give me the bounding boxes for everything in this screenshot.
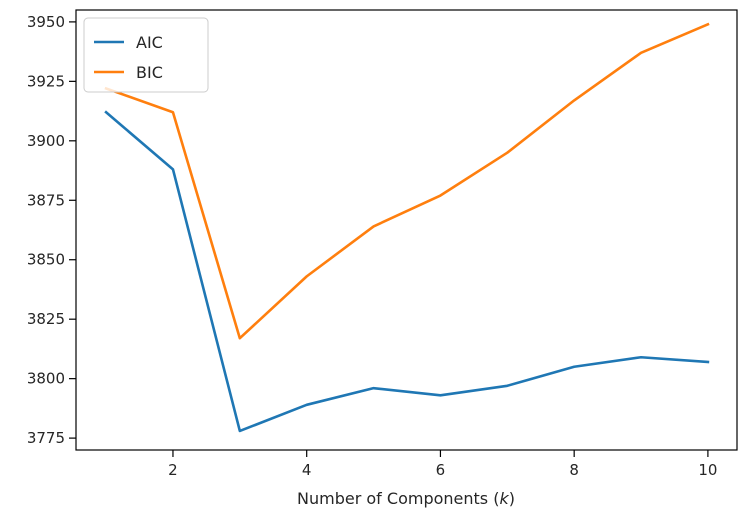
y-tick-label-3950: 3950 (27, 13, 65, 31)
axes-layer: 2 4 6 8 10 3775 3800 3825 3850 3875 3900 3925 3950 (27, 9, 738, 479)
legend-label-aic: AIC (136, 33, 163, 52)
series-line-bic (104, 22, 710, 340)
series-layer (104, 22, 710, 433)
y-tick-label-3925: 3925 (27, 72, 65, 90)
y-tick-label-3825: 3825 (27, 310, 65, 328)
y-tick-label-3775: 3775 (27, 429, 65, 447)
x-tick-label-10: 10 (698, 461, 717, 479)
legend: AIC BIC (83, 17, 209, 93)
legend-box (83, 17, 209, 93)
y-tick-label-3850: 3850 (27, 251, 65, 269)
x-tick-label-4: 4 (302, 461, 312, 479)
plot-frame (75, 9, 738, 451)
x-tick-label-6: 6 (436, 461, 446, 479)
series-line-aic (104, 110, 710, 433)
y-tick-label-3875: 3875 (27, 191, 65, 209)
x-tick-label-2: 2 (168, 461, 178, 479)
legend-label-bic: BIC (136, 63, 163, 82)
x-axis-label: Number of Components (k) (297, 489, 515, 508)
y-tick-label-3800: 3800 (27, 370, 65, 388)
y-tick-label-3900: 3900 (27, 132, 65, 150)
x-tick-label-8: 8 (569, 461, 579, 479)
